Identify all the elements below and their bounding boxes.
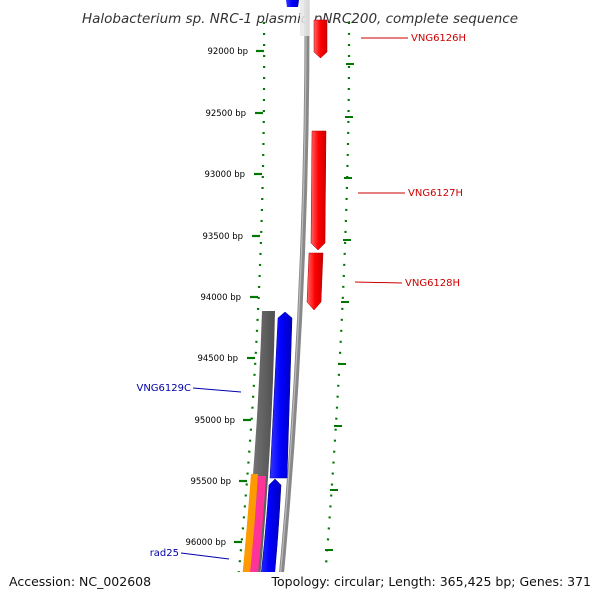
gene-vng6128h-arrow[interactable] — [306, 252, 324, 311]
inner-scale-ring — [234, 21, 266, 581]
scale-labels: 92000 bp 92500 bp 93000 bp 93500 bp 9400… — [185, 47, 248, 548]
pink-track[interactable] — [247, 476, 266, 600]
tick-label-93000: 93000 bp — [204, 170, 245, 180]
gene-label-vng6126h[interactable]: VNG6126H — [411, 33, 466, 44]
footer-background — [0, 572, 600, 600]
tick-label-92000: 92000 bp — [207, 47, 248, 57]
label-connectors — [180, 37, 408, 560]
gene-label-vng6128h[interactable]: VNG6128H — [405, 278, 460, 289]
gene-label-vng6127h[interactable]: VNG6127H — [408, 188, 463, 199]
tick-label-93500: 93500 bp — [202, 232, 243, 242]
gene-vng6127h-arrow[interactable] — [310, 130, 327, 251]
backbone — [276, 0, 310, 600]
tick-label-94000: 94000 bp — [200, 293, 241, 303]
gene-vng6126h-arrow[interactable] — [313, 19, 328, 59]
tick-label-92500: 92500 bp — [205, 109, 246, 119]
gene-label-vng6129c[interactable]: VNG6129C — [136, 383, 191, 394]
tick-label-95000: 95000 bp — [194, 416, 235, 426]
gene-top-blue[interactable] — [286, 0, 299, 7]
orange-track[interactable] — [240, 474, 258, 600]
summary-text: Topology: circular; Length: 365,425 bp; … — [271, 574, 592, 589]
tick-label-95500: 95500 bp — [190, 477, 231, 487]
tick-label-96000: 96000 bp — [185, 538, 226, 548]
outer-scale-ring — [324, 21, 354, 566]
gene-vng6129c-arrow[interactable] — [269, 311, 293, 479]
gene-label-rad25[interactable]: rad25 — [150, 548, 179, 559]
gene-rad25-arrow[interactable] — [257, 478, 282, 600]
accession-text: Accession: NC_002608 — [9, 574, 151, 589]
tick-label-94500: 94500 bp — [197, 354, 238, 364]
